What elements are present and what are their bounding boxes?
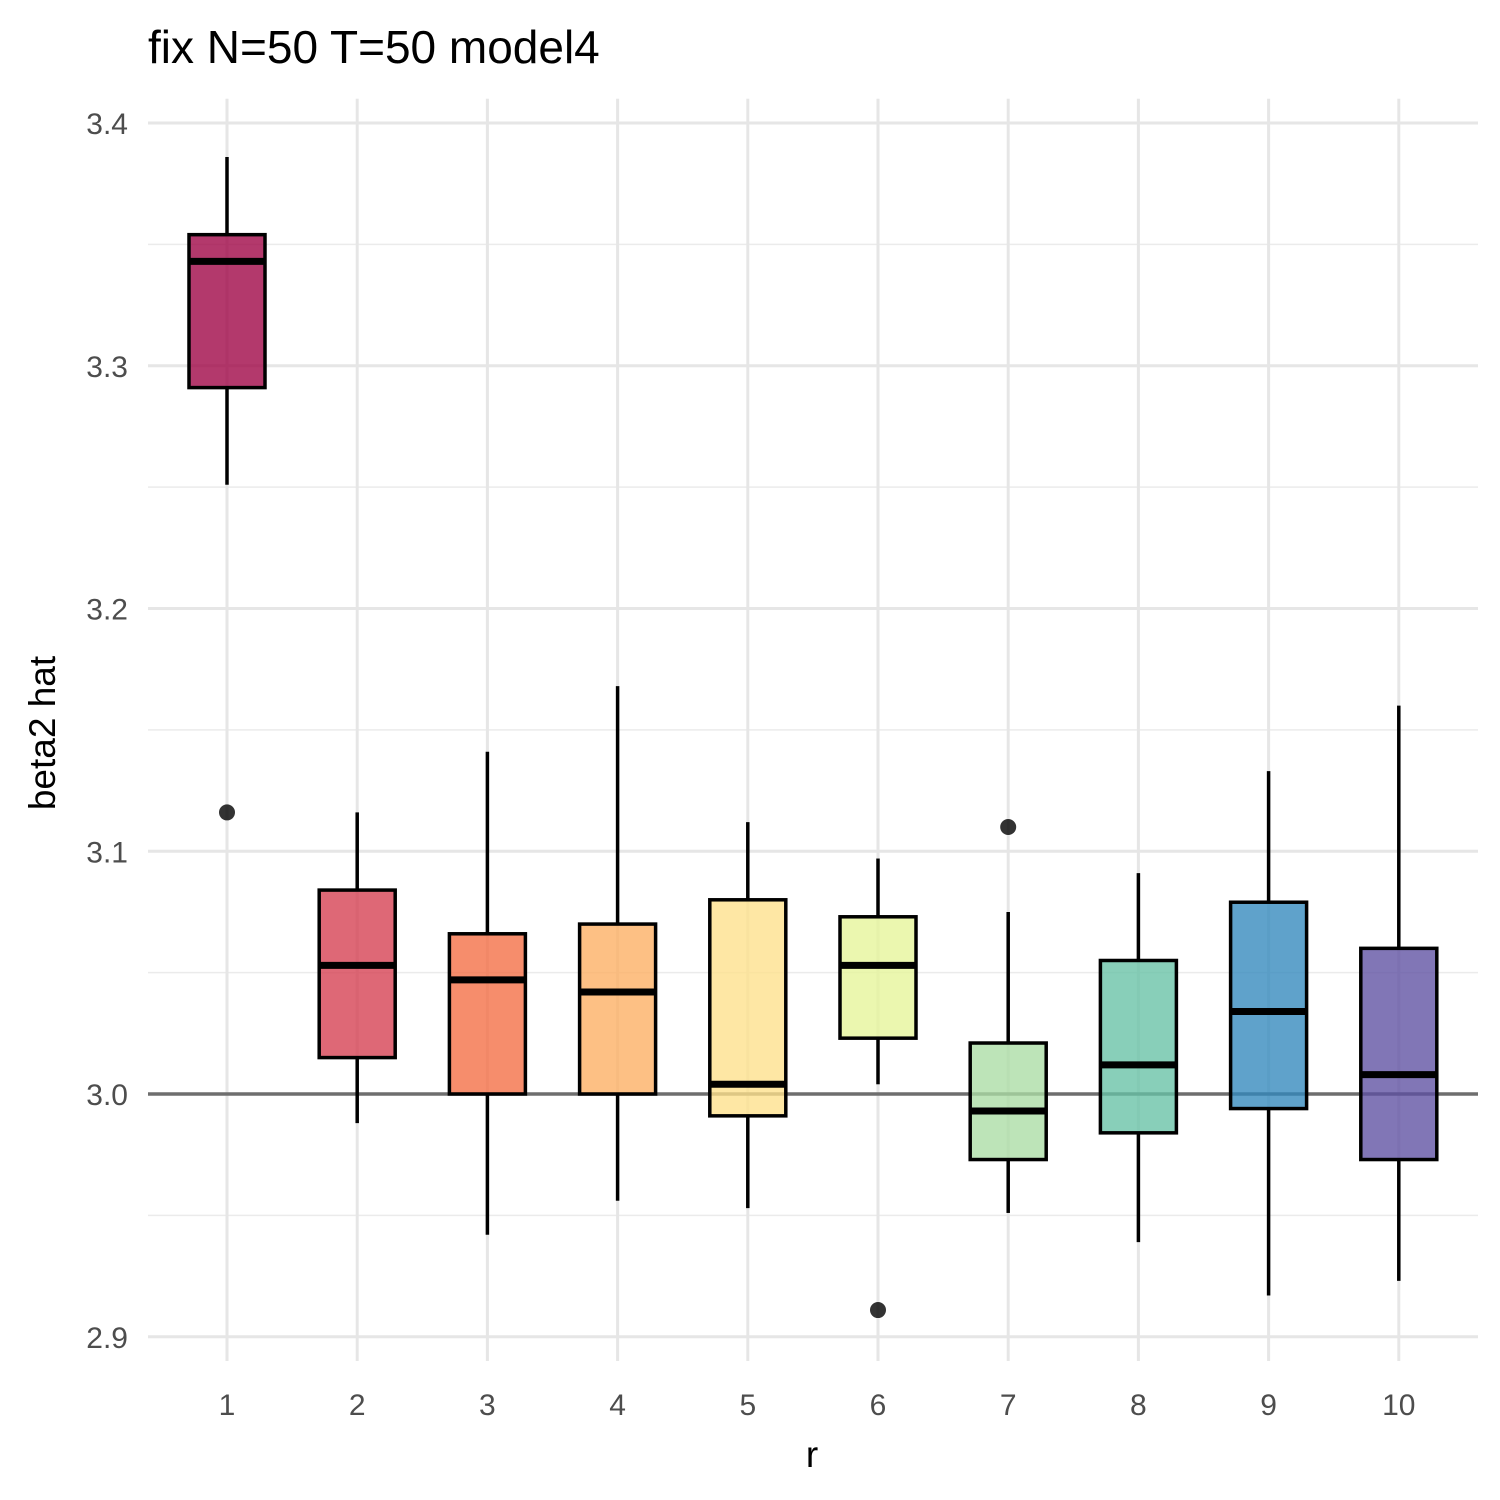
x-tick-label: 8 (1130, 1389, 1147, 1422)
box-body (187, 232, 267, 390)
boxes (187, 156, 1439, 1319)
x-tick-label: 5 (739, 1389, 756, 1422)
outlier-point (870, 1302, 886, 1319)
y-tick-label: 3.2 (86, 594, 128, 627)
x-tick-label: 2 (349, 1389, 366, 1422)
axes: 2.9 3.0 3.1 3.2 3.3 3.4 1 2 3 4 5 6 7 8 9 10 (86, 108, 1415, 1422)
x-tick-label: 7 (1000, 1389, 1017, 1422)
box-body (1228, 900, 1309, 1111)
box-body (708, 898, 788, 1118)
x-tick-label: 3 (479, 1389, 496, 1422)
box-body (317, 888, 397, 1060)
x-tick-label: 1 (219, 1389, 236, 1422)
box-7 (968, 818, 1048, 1213)
box-4 (577, 686, 658, 1201)
box-9 (1228, 771, 1309, 1296)
box-body (968, 1041, 1048, 1162)
x-tick-label: 10 (1382, 1389, 1415, 1422)
box-body (577, 922, 658, 1096)
x-axis-title: r (806, 1434, 818, 1475)
y-tick-label: 3.0 (86, 1079, 128, 1112)
y-tick-label: 3.3 (86, 351, 128, 384)
x-tick-label: 4 (609, 1389, 626, 1422)
box-8 (1098, 873, 1179, 1243)
box-3 (447, 751, 528, 1235)
y-tick-label: 3.1 (86, 836, 128, 869)
box-1 (187, 156, 267, 821)
box-2 (317, 812, 397, 1124)
box-body (838, 915, 918, 1040)
box-10 (1359, 705, 1439, 1281)
outlier-point (1000, 818, 1017, 835)
box-body (1098, 958, 1179, 1135)
box-5 (708, 822, 788, 1209)
y-axis-title: beta2 hat (22, 655, 63, 810)
y-tick-label: 3.4 (86, 108, 128, 141)
box-body (1359, 946, 1439, 1162)
x-tick-label: 6 (870, 1389, 887, 1422)
y-tick-label: 2.9 (86, 1322, 128, 1355)
outlier-point (219, 804, 235, 821)
x-tick-label: 9 (1260, 1389, 1277, 1422)
box-6 (838, 858, 918, 1319)
chart-title: fix N=50 T=50 model4 (148, 21, 600, 73)
box-body (447, 932, 528, 1096)
grid (148, 98, 1478, 1362)
